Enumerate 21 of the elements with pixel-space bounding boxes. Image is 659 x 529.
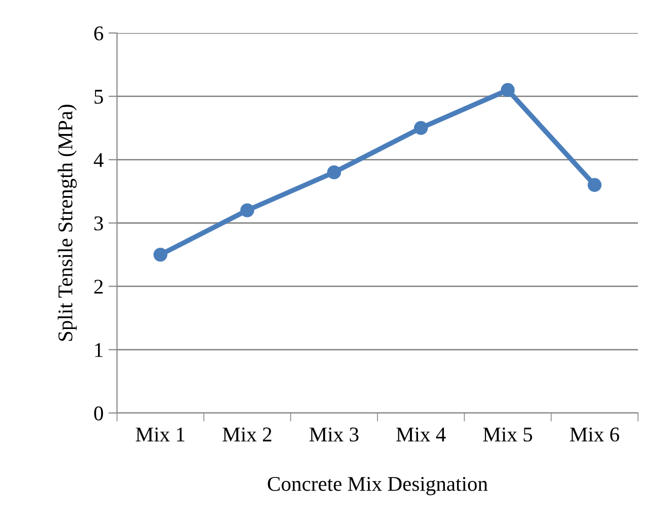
x-tick-label: Mix 1: [136, 428, 184, 442]
y-tick-label: 3: [94, 216, 103, 230]
y-tick-label: 5: [94, 90, 103, 104]
point: [240, 203, 254, 218]
y-tick-label: 1: [95, 343, 103, 357]
y-tick-label: 2: [94, 280, 103, 294]
x-axis-title: Concrete Mix Designation: [268, 476, 488, 496]
x-tick-label: Mix 6: [570, 428, 620, 442]
point: [327, 165, 342, 180]
point: [588, 178, 602, 192]
x-tick-label: Mix 4: [396, 428, 446, 442]
y-axis-title: Split Tensile Strength (MPa): [58, 104, 77, 341]
point: [500, 83, 515, 97]
y-tick-label: 0: [94, 406, 104, 420]
point: [414, 121, 428, 135]
point: [153, 248, 168, 262]
y-tick-label: 6: [94, 26, 104, 40]
x-tick-label: Mix 2: [222, 428, 272, 442]
y-tick-label: 4: [94, 153, 104, 167]
x-tick-label: Mix 5: [483, 428, 532, 442]
x-tick-label: Mix 3: [310, 428, 358, 442]
